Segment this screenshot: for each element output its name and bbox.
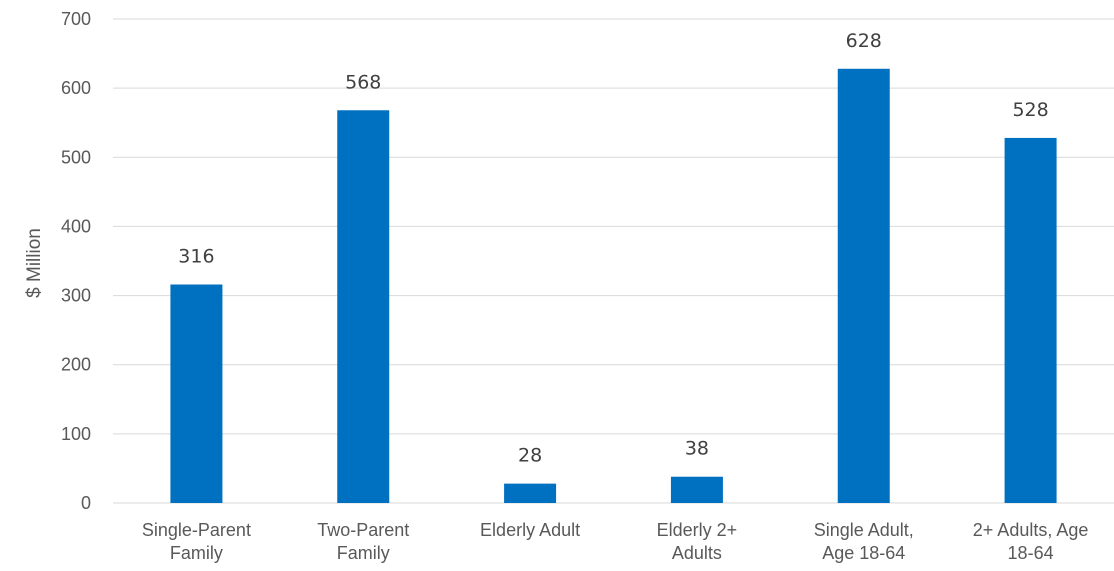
data-label: 628 bbox=[846, 30, 882, 52]
data-label: 528 bbox=[1012, 99, 1048, 121]
y-tick-label: 0 bbox=[81, 493, 91, 513]
x-tick-label: Family bbox=[337, 543, 390, 563]
data-labels: 316 568 28 38 628 528 bbox=[178, 30, 1048, 467]
data-label: 316 bbox=[178, 246, 214, 268]
bar bbox=[837, 68, 890, 503]
y-tick-label: 100 bbox=[61, 424, 91, 444]
x-tick-label: Two-Parent bbox=[317, 520, 409, 540]
x-tick-label: Elderly Adult bbox=[480, 520, 580, 540]
gridlines bbox=[113, 18, 1114, 504]
y-axis-ticks: 0 100 200 300 400 500 600 700 bbox=[61, 9, 91, 513]
x-tick-label: Adults bbox=[672, 543, 722, 563]
bar bbox=[504, 483, 557, 503]
bars bbox=[170, 68, 1057, 504]
data-label: 28 bbox=[518, 445, 542, 467]
y-tick-label: 200 bbox=[61, 355, 91, 375]
y-tick-label: 400 bbox=[61, 216, 91, 236]
x-axis-labels: Single-Parent Family Two-Parent Family Elder… bbox=[142, 520, 1089, 563]
x-tick-label: 18-64 bbox=[1008, 543, 1054, 563]
bar bbox=[337, 110, 390, 504]
x-tick-label: Single-Parent bbox=[142, 520, 251, 540]
x-tick-label: Single Adult, bbox=[814, 520, 914, 540]
x-tick-label: Age 18-64 bbox=[822, 543, 905, 563]
bar bbox=[170, 284, 223, 503]
x-tick-label: Family bbox=[170, 543, 223, 563]
y-axis-title: $ Million bbox=[24, 228, 45, 298]
x-tick-label: 2+ Adults, Age bbox=[973, 520, 1089, 540]
data-label: 38 bbox=[685, 438, 709, 460]
data-label: 568 bbox=[345, 71, 381, 93]
y-tick-label: 700 bbox=[61, 9, 91, 29]
x-tick-label: Elderly 2+ bbox=[657, 520, 738, 540]
y-tick-label: 300 bbox=[61, 286, 91, 306]
y-tick-label: 500 bbox=[61, 147, 91, 167]
y-tick-label: 600 bbox=[61, 78, 91, 98]
bar bbox=[1004, 137, 1057, 503]
bar bbox=[670, 476, 723, 503]
